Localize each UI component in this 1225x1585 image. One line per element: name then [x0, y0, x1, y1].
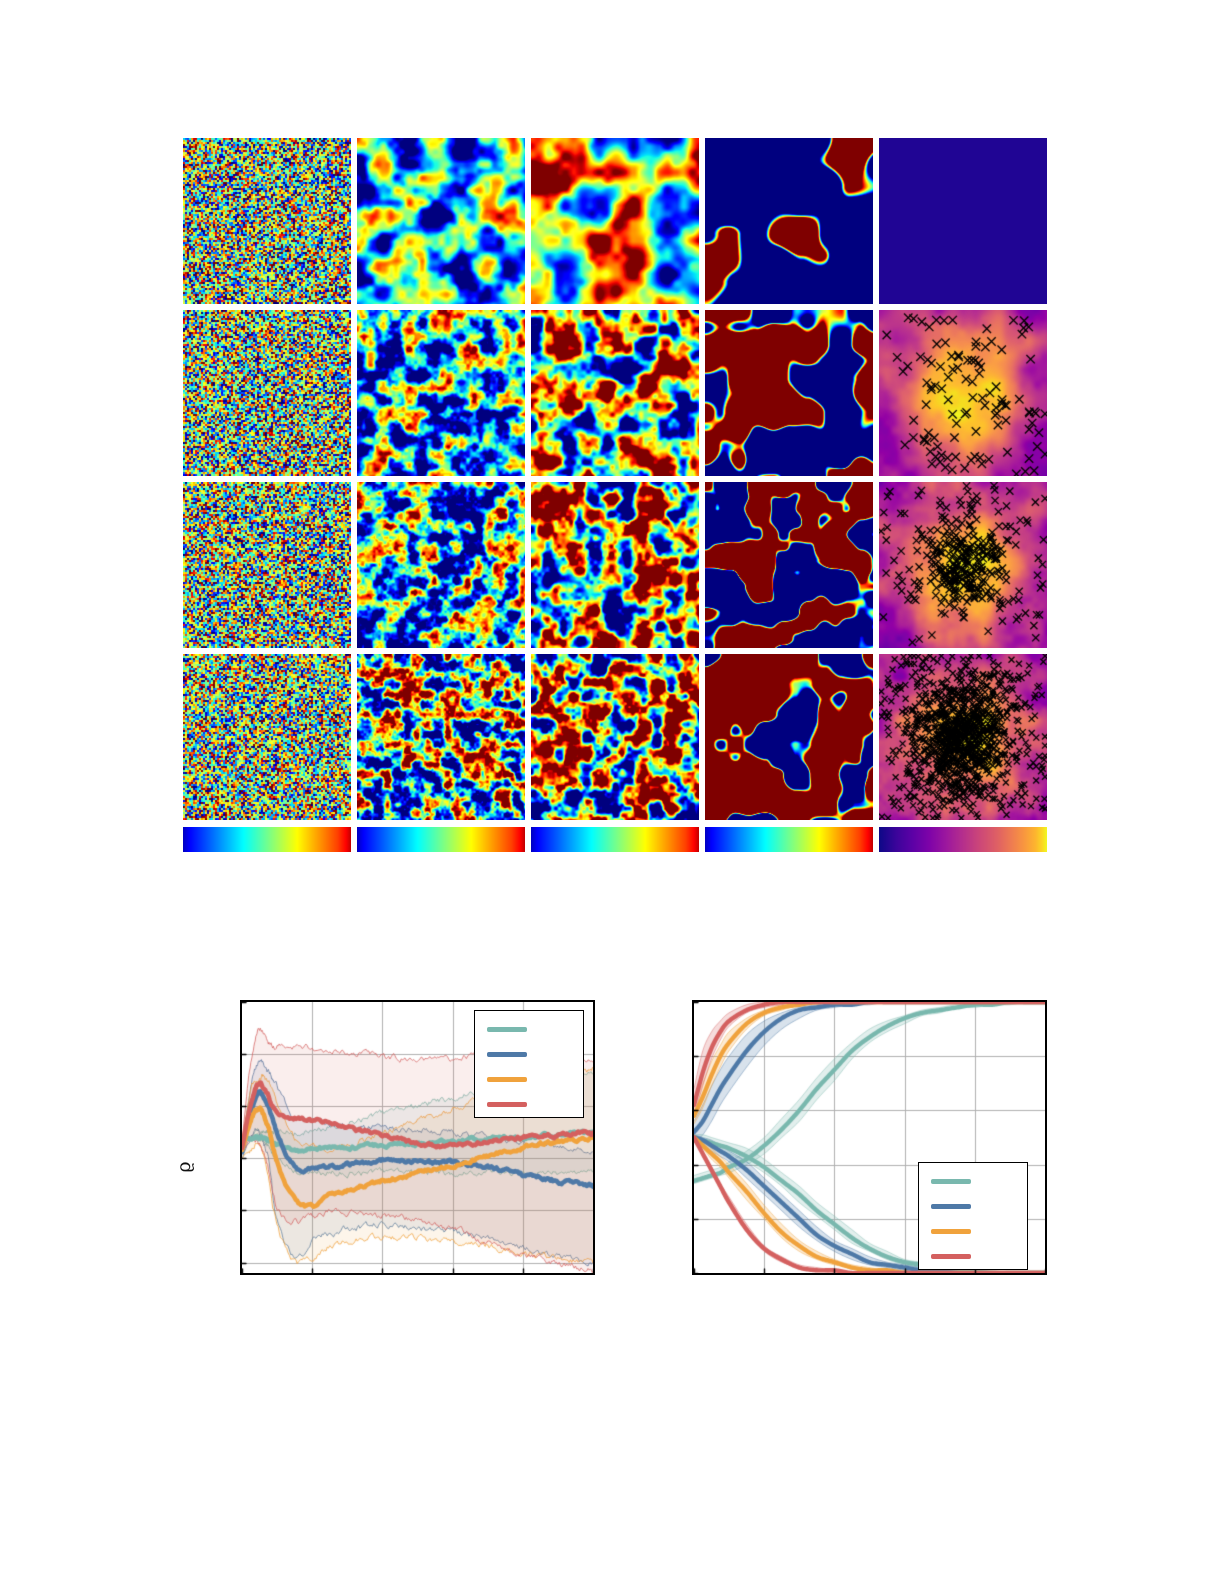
colorbar-col-1 [183, 827, 351, 852]
field-cell-r3-c3 [705, 654, 873, 820]
field-canvas-r2-c0 [183, 482, 351, 648]
field-canvas-r2-c3 [705, 482, 873, 648]
field-canvas-r1-c3 [705, 310, 873, 476]
y-axis-label: ϱ [173, 1161, 195, 1173]
legend-item-1[interactable] [487, 1044, 579, 1066]
field-canvas-r1-c4 [879, 310, 1047, 476]
field-canvas-r3-c3 [705, 654, 873, 820]
field-cell-r0-c3 [705, 138, 873, 304]
colorbar-row [183, 827, 1047, 852]
field-canvas-r2-c4 [879, 482, 1047, 648]
field-cell-r2-c1 [357, 482, 525, 648]
field-canvas-r0-c3 [705, 138, 873, 304]
field-cell-r2-c3 [705, 482, 873, 648]
convergence-legend[interactable] [474, 1010, 584, 1118]
field-cell-r3-c1 [357, 654, 525, 820]
colorbar-col-3 [531, 827, 699, 852]
legend-item-2[interactable] [931, 1221, 1023, 1243]
saturation-plot [692, 1000, 1047, 1275]
field-cell-r0-c4 [879, 138, 1047, 304]
field-grid-row-1 [183, 310, 1047, 476]
field-canvas-r1-c2 [531, 310, 699, 476]
field-cell-r1-c4 [879, 310, 1047, 476]
legend-swatch-blue [931, 1204, 971, 1209]
saturation-legend[interactable] [918, 1162, 1028, 1270]
field-cell-r2-c4 [879, 482, 1047, 648]
field-cell-r2-c2 [531, 482, 699, 648]
field-cell-r3-c4 [879, 654, 1047, 820]
legend-item-2[interactable] [487, 1069, 579, 1091]
legend-swatch-blue [487, 1052, 527, 1057]
colorbar-col-5 [879, 827, 1047, 852]
field-cell-r0-c2 [531, 138, 699, 304]
field-cell-r3-c2 [531, 654, 699, 820]
colorbar-col-4 [705, 827, 873, 852]
legend-item-3[interactable] [487, 1094, 579, 1116]
field-cell-r0-c0 [183, 138, 351, 304]
field-canvas-r3-c1 [357, 654, 525, 820]
legend-item-3[interactable] [931, 1246, 1023, 1268]
field-canvas-r1-c0 [183, 310, 351, 476]
field-canvas-r2-c1 [357, 482, 525, 648]
field-canvas-r3-c2 [531, 654, 699, 820]
field-cell-r2-c0 [183, 482, 351, 648]
field-canvas-r2-c2 [531, 482, 699, 648]
field-grid-row-2 [183, 482, 1047, 648]
field-canvas-r0-c4 [879, 138, 1047, 304]
legend-swatch-teal [487, 1027, 527, 1032]
legend-swatch-orange [931, 1229, 971, 1234]
field-grid-row-0 [183, 138, 1047, 304]
colorbar-col-2 [357, 827, 525, 852]
field-cell-r0-c1 [357, 138, 525, 304]
field-cell-r1-c1 [357, 310, 525, 476]
legend-item-0[interactable] [487, 1019, 579, 1041]
legend-swatch-red [487, 1102, 527, 1107]
field-canvas-r0-c1 [357, 138, 525, 304]
legend-swatch-orange [487, 1077, 527, 1082]
field-canvas-r1-c1 [357, 310, 525, 476]
legend-swatch-red [931, 1254, 971, 1259]
field-grid-row-3 [183, 654, 1047, 820]
legend-swatch-teal [931, 1179, 971, 1184]
legend-item-0[interactable] [931, 1171, 1023, 1193]
legend-item-1[interactable] [931, 1196, 1023, 1218]
field-cell-r1-c2 [531, 310, 699, 476]
field-canvas-r0-c0 [183, 138, 351, 304]
field-cell-r1-c0 [183, 310, 351, 476]
field-canvas-r3-c4 [879, 654, 1047, 820]
field-cell-r1-c3 [705, 310, 873, 476]
field-cell-r3-c0 [183, 654, 351, 820]
field-canvas-r0-c2 [531, 138, 699, 304]
field-canvas-r3-c0 [183, 654, 351, 820]
convergence-plot [240, 1000, 595, 1275]
field-snapshot-grid [183, 138, 1047, 820]
